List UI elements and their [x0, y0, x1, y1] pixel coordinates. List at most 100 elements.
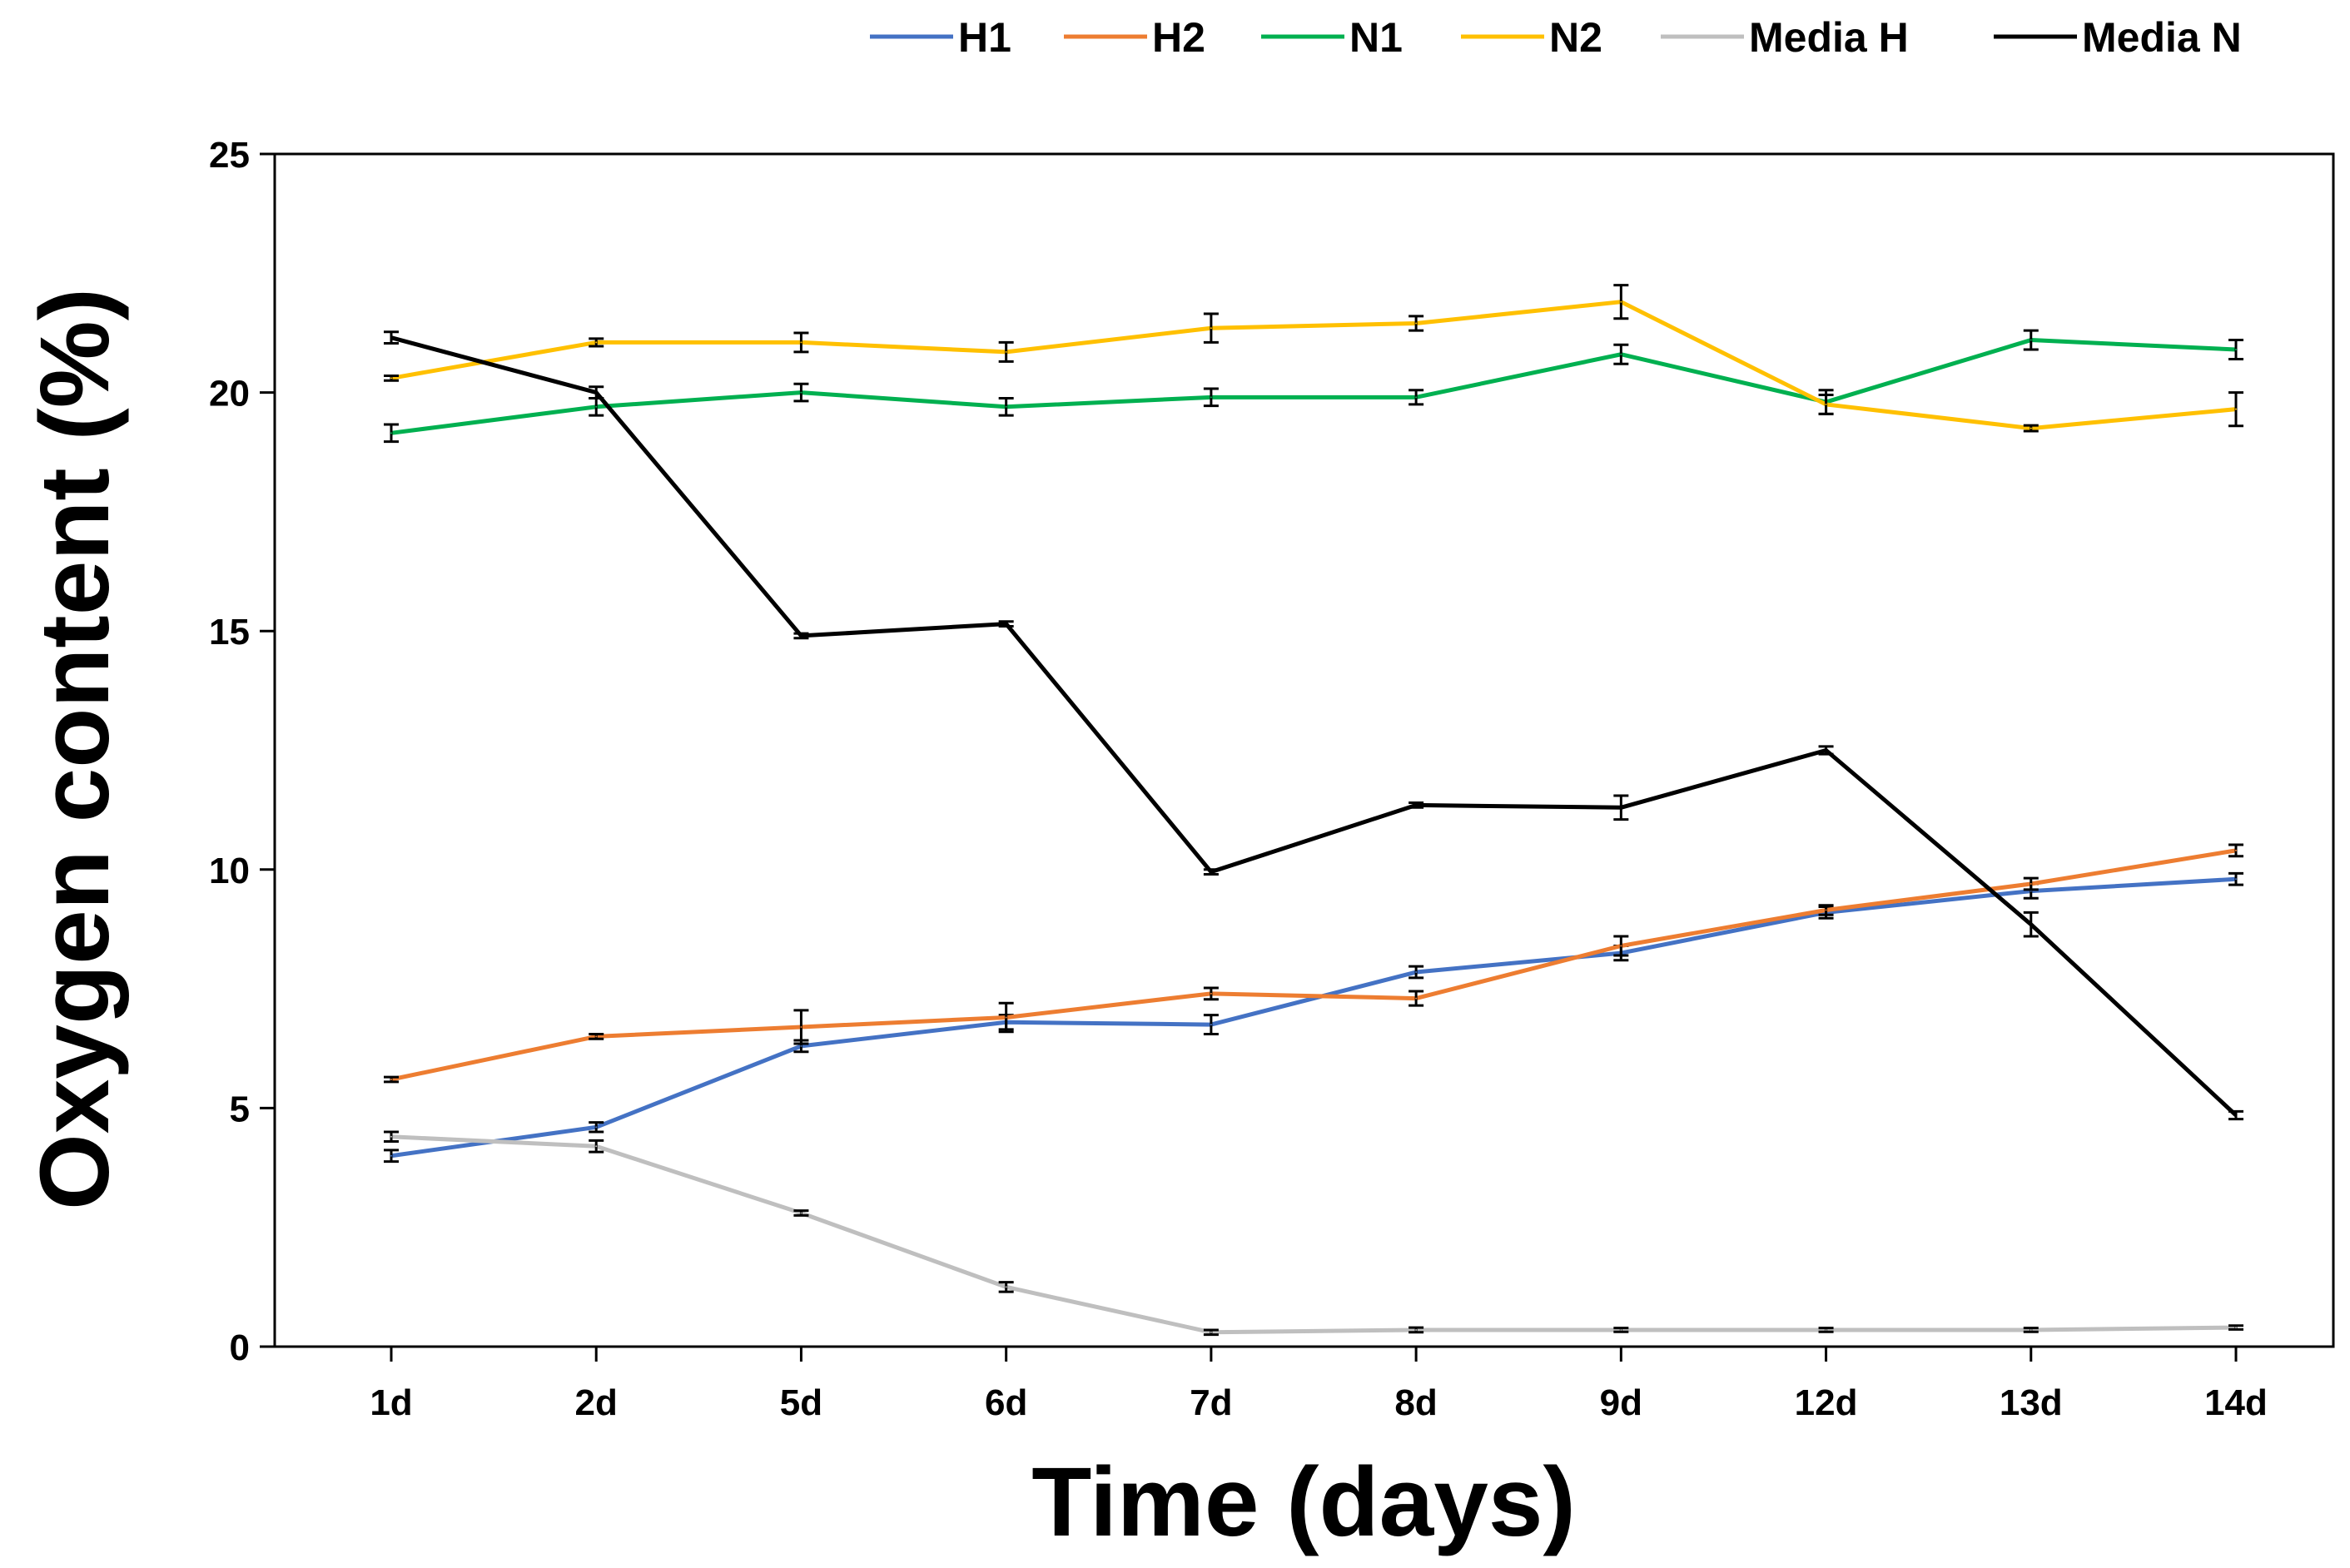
y-tick-label: 0	[230, 1327, 250, 1368]
data-point	[390, 336, 392, 339]
legend-item-n2: N2	[1461, 14, 1602, 61]
data-point	[1210, 871, 1212, 873]
data-point	[1620, 353, 1622, 355]
series-line	[390, 876, 2237, 1159]
x-tick-label: 1d	[370, 1382, 412, 1423]
data-point	[1210, 396, 1212, 399]
series-line	[390, 338, 2237, 435]
series-h1	[384, 871, 2243, 1164]
series-h2	[384, 843, 2243, 1084]
legend-label: N2	[1549, 14, 1602, 61]
x-tick-label: 13d	[2000, 1382, 2063, 1423]
data-point	[390, 432, 392, 434]
y-tick-label: 25	[209, 135, 250, 176]
data-point	[1825, 1328, 1827, 1331]
data-point	[2030, 923, 2032, 925]
series-line	[390, 300, 2237, 431]
data-point	[1005, 350, 1007, 353]
x-axis: 1d 2d 5d 6d 7d 8d 9d 12d 13d 14d	[370, 1347, 2268, 1423]
data-point	[1620, 945, 1622, 947]
data-point	[800, 391, 802, 394]
data-point	[390, 377, 392, 380]
legend-label: H2	[1152, 14, 1205, 61]
data-point	[1620, 1328, 1622, 1331]
data-point	[2235, 878, 2237, 881]
data-point	[595, 405, 598, 408]
data-point	[800, 1045, 802, 1047]
legend-item-media-h: Media H	[1661, 14, 1909, 61]
data-point	[1210, 327, 1212, 330]
series-media-h	[384, 1130, 2243, 1337]
data-point	[595, 391, 598, 394]
legend-item-media-n: Media N	[1994, 14, 2242, 61]
data-point	[1825, 909, 1827, 911]
legend-label: H1	[958, 14, 1011, 61]
data-point	[1005, 1016, 1007, 1019]
data-point	[595, 1126, 598, 1129]
legend-item-h1: H1	[870, 14, 1011, 61]
data-point	[1415, 396, 1418, 399]
y-tick-label: 10	[209, 851, 250, 891]
data-point	[800, 634, 802, 637]
data-point	[2235, 408, 2237, 410]
series-line	[390, 335, 2238, 1117]
plot-frame	[273, 152, 2335, 1348]
data-point	[1825, 749, 1827, 752]
data-point	[1620, 806, 1622, 809]
y-axis: 0 5 10 15 20 25	[209, 135, 275, 1368]
data-point	[390, 1079, 392, 1081]
data-point	[1415, 804, 1418, 806]
x-axis-title: Time (days)	[1031, 1447, 1576, 1557]
data-point	[595, 1145, 598, 1148]
data-point	[2235, 849, 2237, 851]
x-tick-label: 8d	[1394, 1382, 1437, 1423]
data-point	[2030, 1328, 2032, 1331]
x-tick-label: 9d	[1600, 1382, 1642, 1423]
data-point	[800, 341, 802, 344]
data-point	[1620, 300, 1622, 303]
series-media-n	[384, 330, 2243, 1121]
x-tick-label: 2d	[575, 1382, 618, 1423]
legend: H1 H2 N1 N2 Media H Media N	[870, 14, 2242, 61]
data-point	[1415, 971, 1418, 974]
data-point	[1005, 405, 1007, 408]
x-tick-label: 14d	[2204, 1382, 2268, 1423]
y-tick-label: 15	[209, 612, 250, 653]
y-tick-label: 5	[230, 1089, 250, 1129]
data-point	[1210, 1024, 1212, 1026]
series-layer	[384, 284, 2243, 1337]
data-point	[2235, 349, 2237, 351]
legend-label: Media H	[1749, 14, 1909, 61]
data-point	[1005, 1286, 1007, 1288]
data-point	[1415, 997, 1418, 1000]
legend-item-h2: H2	[1064, 14, 1205, 61]
data-point	[2030, 882, 2032, 885]
y-axis-title: Oxygen content (%)	[20, 288, 130, 1210]
series-line	[390, 848, 2237, 1082]
legend-label: N1	[1349, 14, 1403, 61]
y-tick-label: 20	[209, 374, 250, 414]
data-point	[390, 1154, 392, 1157]
data-point	[390, 1135, 392, 1138]
data-point	[595, 341, 598, 344]
x-tick-label: 5d	[780, 1382, 822, 1423]
data-point	[2030, 427, 2032, 429]
series-n2	[384, 284, 2243, 433]
x-tick-label: 7d	[1190, 1382, 1232, 1423]
x-tick-label: 6d	[985, 1382, 1027, 1423]
data-point	[800, 1025, 802, 1028]
legend-label: Media N	[2082, 14, 2242, 61]
legend-item-n1: N1	[1261, 14, 1403, 61]
series-n1	[384, 329, 2243, 444]
data-point	[1415, 1328, 1418, 1331]
x-tick-label: 12d	[1795, 1382, 1858, 1423]
data-point	[2235, 1114, 2237, 1116]
data-point	[1210, 992, 1212, 995]
series-line	[390, 1134, 2237, 1335]
data-point	[1415, 322, 1418, 325]
data-point	[800, 1212, 802, 1214]
data-point	[595, 1035, 598, 1038]
data-point	[1825, 403, 1827, 405]
data-point	[1210, 1331, 1212, 1333]
